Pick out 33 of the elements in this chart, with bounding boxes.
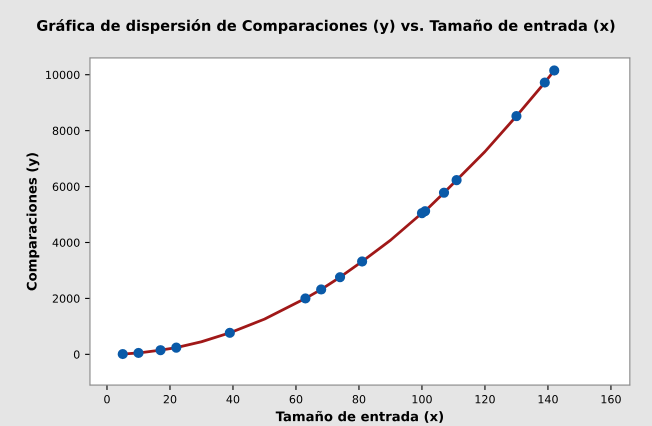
point xyxy=(549,65,560,76)
x-tick-label: 120 xyxy=(476,395,495,404)
x-tick-label: 80 xyxy=(352,395,366,404)
point xyxy=(540,77,550,88)
chart-title: Gráfica de dispersión de Comparaciones (y) vs. Tamaño de entrada (x) xyxy=(37,19,614,34)
y-tick-label: 2000 xyxy=(52,294,80,303)
x-tick-label: 40 xyxy=(226,395,240,404)
y-tick-label: 10000 xyxy=(46,70,80,80)
point xyxy=(334,272,346,282)
point xyxy=(357,256,368,267)
point xyxy=(316,284,326,295)
point xyxy=(155,345,166,356)
y-tick-label: 0 xyxy=(74,350,80,359)
point xyxy=(511,111,522,122)
x-tick-label: 60 xyxy=(290,395,302,404)
y-axis-title: Comparaciones (y) xyxy=(26,153,40,290)
point xyxy=(133,348,144,358)
point xyxy=(224,328,235,338)
y-tick-label: 4000 xyxy=(52,238,80,247)
point xyxy=(452,175,462,186)
y-tick-label: 8000 xyxy=(52,126,80,136)
x-tick-label: 160 xyxy=(602,395,621,404)
point xyxy=(420,206,430,216)
point xyxy=(118,348,128,360)
x-tick-label: 100 xyxy=(412,395,432,404)
x-tick-label: 20 xyxy=(164,395,176,404)
point xyxy=(171,342,182,353)
point xyxy=(438,188,450,198)
point xyxy=(300,293,310,304)
x-tick-label: 140 xyxy=(538,395,558,404)
y-tick-label: 6000 xyxy=(52,182,80,191)
x-axis-title: Tamaño de entrada (x) xyxy=(276,410,444,423)
x-tick-label: 0 xyxy=(104,395,110,404)
